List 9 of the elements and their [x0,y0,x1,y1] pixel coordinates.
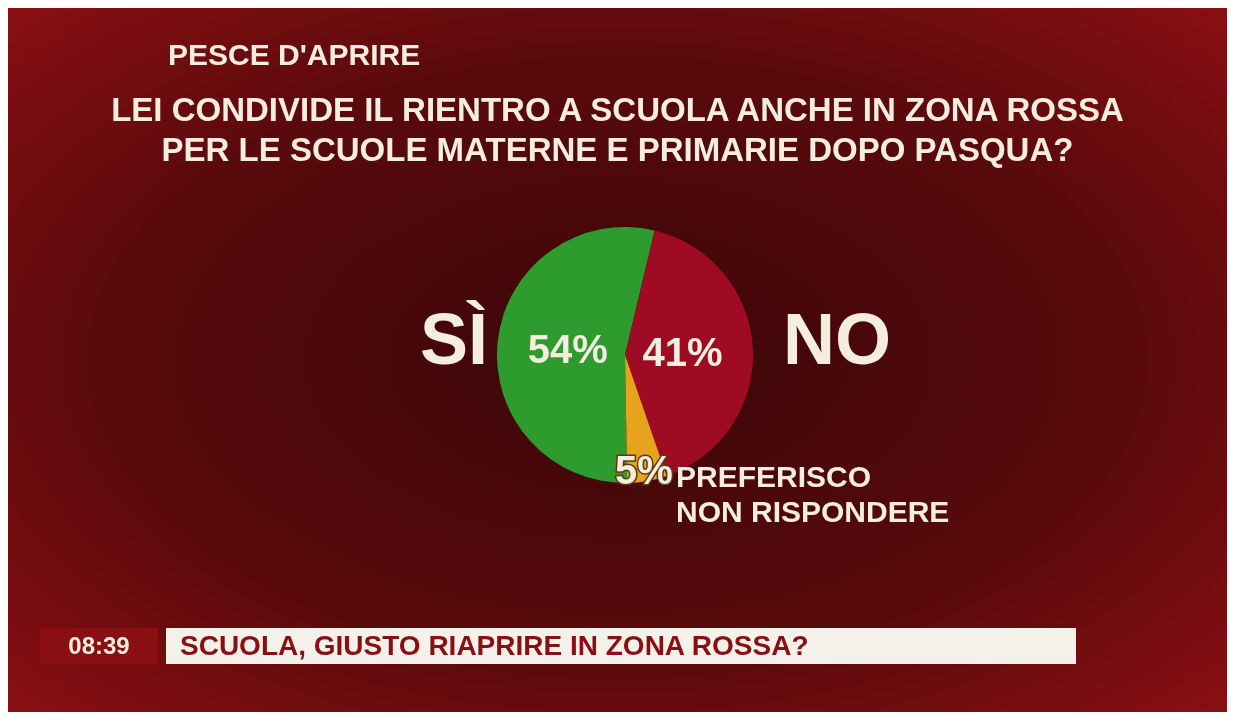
text: SCUOLA, GIUSTO RIAPRIRE IN ZONA ROSSA? [166,628,1076,664]
chart-title: LEI CONDIVIDE IL RIENTRO A SCUOLA ANCHE IN ZONA ROSSA PER LE SCUOLE MATERNE E PRIMARIE DOPO PASQUA? [110,90,1125,170]
slice-label: SÌ [418,298,488,381]
slice-label: NO [783,298,892,381]
data-label: 54% [527,326,608,371]
data-label: 41% [642,330,723,375]
text: 08:39 [40,628,158,664]
chart-subtitle: PESCE D'APRIRE [168,38,421,72]
slice-label: PREFERISCO NON RISPONDERE [676,460,951,529]
